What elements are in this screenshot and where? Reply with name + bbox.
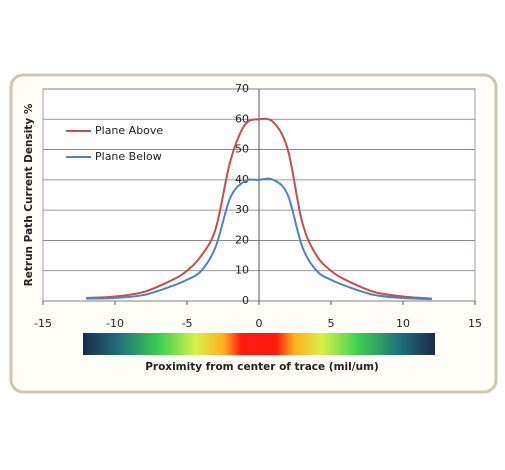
- y-tick-label: 60: [235, 112, 249, 125]
- x-tick-label: 5: [328, 317, 335, 330]
- legend-label: Plane Above: [95, 124, 163, 137]
- x-tick-label: -5: [182, 317, 193, 330]
- x-axis-title: Proximity from center of trace (mil/um): [145, 361, 379, 373]
- color-scale: [83, 333, 435, 355]
- series-line: [86, 117, 432, 300]
- y-tick-label: 70: [235, 82, 249, 95]
- y-axis-title: Retrun Path Current Density %: [23, 103, 35, 286]
- legend-label: Plane Below: [95, 150, 162, 163]
- y-tick-label: 10: [235, 264, 249, 277]
- x-tick-label: -10: [106, 317, 124, 330]
- y-tick-label: 40: [235, 173, 249, 186]
- y-tick-label: 0: [242, 294, 249, 307]
- x-tick-label: 0: [256, 317, 263, 330]
- series-line: [86, 177, 432, 301]
- x-tick-label: 15: [468, 317, 482, 330]
- y-tick-label: 20: [235, 233, 249, 246]
- y-tick-label: 30: [235, 203, 249, 216]
- x-tick-label: 10: [396, 317, 410, 330]
- y-tick-label: 50: [235, 143, 249, 156]
- x-tick-label: -15: [34, 317, 52, 330]
